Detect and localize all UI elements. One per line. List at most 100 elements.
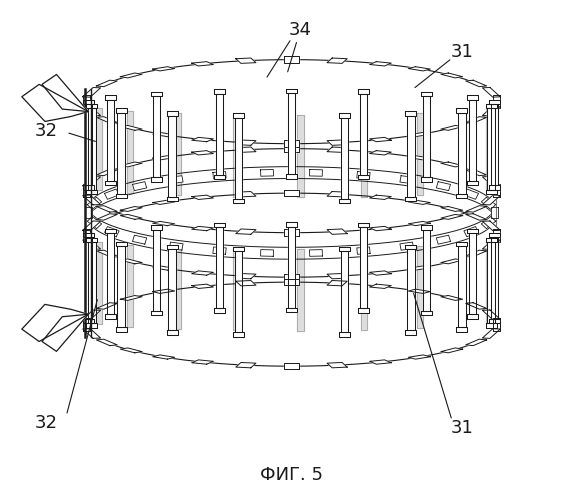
Polygon shape — [86, 104, 97, 108]
Polygon shape — [286, 308, 297, 312]
Polygon shape — [153, 230, 160, 310]
Polygon shape — [120, 73, 142, 78]
Polygon shape — [233, 199, 244, 203]
Polygon shape — [284, 279, 299, 285]
Polygon shape — [120, 348, 142, 353]
Polygon shape — [486, 108, 493, 190]
Polygon shape — [174, 114, 181, 196]
Polygon shape — [83, 88, 101, 97]
Polygon shape — [327, 147, 347, 152]
Polygon shape — [286, 174, 297, 178]
Polygon shape — [310, 250, 322, 256]
Polygon shape — [466, 206, 487, 212]
Polygon shape — [466, 116, 487, 123]
Polygon shape — [233, 247, 244, 252]
Polygon shape — [370, 271, 391, 275]
Polygon shape — [357, 247, 370, 254]
Polygon shape — [482, 310, 500, 320]
Polygon shape — [417, 246, 423, 328]
Polygon shape — [153, 266, 175, 270]
Polygon shape — [339, 114, 350, 118]
Polygon shape — [341, 118, 348, 199]
Polygon shape — [357, 172, 370, 179]
Polygon shape — [405, 197, 416, 202]
Polygon shape — [22, 84, 88, 122]
Polygon shape — [417, 113, 423, 195]
Polygon shape — [421, 92, 432, 96]
Polygon shape — [441, 162, 463, 167]
Polygon shape — [115, 108, 127, 112]
Polygon shape — [408, 355, 430, 359]
Polygon shape — [127, 244, 134, 326]
Polygon shape — [192, 360, 213, 364]
Polygon shape — [83, 184, 90, 197]
Polygon shape — [405, 112, 416, 116]
Polygon shape — [42, 74, 88, 112]
Polygon shape — [83, 240, 101, 250]
Polygon shape — [405, 245, 416, 250]
Polygon shape — [482, 221, 500, 230]
Polygon shape — [466, 214, 487, 220]
Polygon shape — [216, 228, 223, 308]
Polygon shape — [151, 310, 162, 315]
Polygon shape — [284, 363, 299, 370]
Polygon shape — [493, 228, 500, 241]
Polygon shape — [83, 95, 90, 108]
Polygon shape — [153, 156, 175, 160]
Polygon shape — [489, 100, 500, 104]
Polygon shape — [120, 214, 142, 220]
Polygon shape — [192, 62, 213, 66]
Polygon shape — [235, 252, 242, 332]
Polygon shape — [96, 250, 117, 256]
Polygon shape — [132, 235, 147, 244]
Polygon shape — [96, 302, 117, 309]
Polygon shape — [85, 104, 92, 185]
Polygon shape — [491, 208, 498, 218]
Polygon shape — [83, 310, 101, 320]
Polygon shape — [486, 238, 497, 242]
Polygon shape — [88, 242, 96, 323]
Polygon shape — [214, 308, 225, 313]
Polygon shape — [408, 222, 430, 226]
Polygon shape — [297, 248, 304, 330]
Polygon shape — [151, 92, 162, 96]
Polygon shape — [466, 339, 487, 345]
Polygon shape — [169, 176, 183, 184]
Polygon shape — [213, 172, 226, 179]
Polygon shape — [284, 230, 299, 236]
Polygon shape — [360, 94, 367, 175]
Polygon shape — [107, 233, 114, 314]
Polygon shape — [423, 230, 430, 310]
Polygon shape — [83, 176, 101, 186]
Polygon shape — [482, 106, 500, 116]
Polygon shape — [169, 242, 183, 250]
Polygon shape — [441, 348, 463, 353]
Polygon shape — [370, 62, 391, 66]
Polygon shape — [236, 362, 256, 368]
Polygon shape — [87, 216, 101, 228]
Polygon shape — [370, 360, 391, 364]
Polygon shape — [288, 93, 295, 174]
Text: 34: 34 — [289, 21, 312, 39]
Polygon shape — [96, 169, 117, 175]
Polygon shape — [214, 175, 225, 180]
Polygon shape — [83, 228, 90, 241]
Polygon shape — [83, 318, 94, 323]
Polygon shape — [482, 328, 500, 338]
Polygon shape — [96, 108, 102, 190]
Polygon shape — [284, 274, 299, 280]
Polygon shape — [486, 104, 497, 108]
Polygon shape — [489, 318, 500, 323]
Polygon shape — [407, 116, 415, 197]
Polygon shape — [408, 266, 430, 270]
Polygon shape — [284, 190, 299, 196]
Polygon shape — [192, 284, 213, 288]
Polygon shape — [327, 192, 347, 197]
Polygon shape — [464, 189, 479, 200]
Polygon shape — [489, 185, 500, 190]
Polygon shape — [469, 100, 476, 181]
Polygon shape — [115, 327, 127, 332]
Polygon shape — [192, 226, 213, 230]
Polygon shape — [120, 126, 142, 130]
Polygon shape — [358, 223, 369, 228]
